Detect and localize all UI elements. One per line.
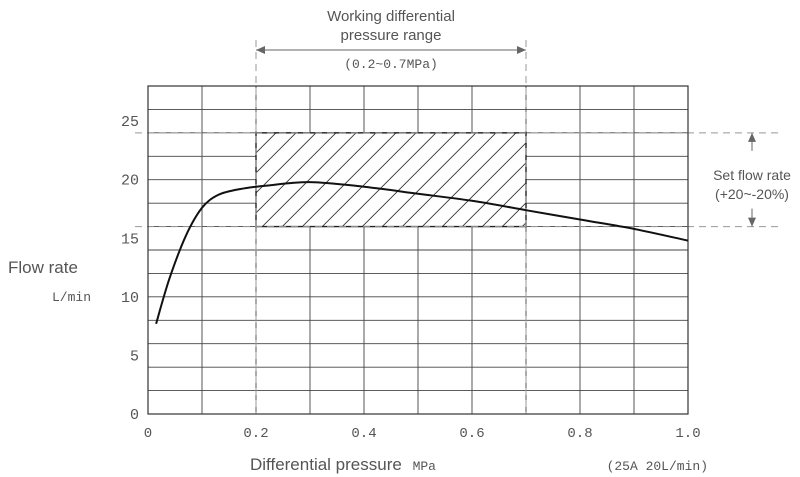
hatch-line [341, 132, 437, 227]
pressure-range-label-line1: Working differential [327, 8, 455, 25]
y-tick-label: 0 [130, 407, 139, 424]
x-tick-label: 0.8 [567, 426, 592, 442]
dashed-guides [135, 40, 778, 414]
hatch-line [256, 132, 277, 154]
x-tick-label: 0.2 [243, 426, 268, 442]
hatch-line [441, 142, 526, 227]
annotation-arrows [256, 46, 756, 227]
plot-frame [147, 85, 689, 415]
x-tick-label: 0.6 [459, 426, 484, 442]
y-tick-label: 20 [121, 173, 139, 190]
y-axis-unit: L/min [52, 290, 91, 305]
hatch-line [501, 202, 526, 227]
hatch-lines [256, 132, 526, 227]
y-tick-labels: 0 5 10 15 20 25 [121, 114, 139, 424]
hatch-line [256, 132, 297, 174]
hatch-line [281, 132, 377, 227]
hatch-line [256, 132, 317, 194]
pressure-range-label-line2: pressure range [341, 27, 442, 44]
model-note: (25A 20L/min) [607, 459, 708, 474]
hatch-line [381, 132, 477, 227]
flow-range-arrow-bottom [748, 217, 756, 227]
hatch-line [421, 132, 517, 227]
x-tick-label: 0.4 [351, 426, 376, 442]
hatch-line [261, 132, 357, 227]
x-tick-labels: 0 0.2 0.4 0.6 0.8 1.0 [144, 426, 701, 442]
hatch-line [481, 182, 526, 227]
flow-range-arrow-top [748, 132, 756, 142]
x-tick-label: 0 [144, 426, 152, 442]
hatched-region [255, 132, 527, 228]
y-tick-label: 25 [121, 114, 139, 131]
pressure-range-arrow-right [517, 46, 526, 54]
x-tick-label: 1.0 [675, 426, 700, 442]
y-tick-label: 10 [121, 290, 139, 307]
hatch-line [321, 132, 417, 227]
pressure-range-arrow-left [256, 46, 265, 54]
flow-rate-curve [155, 181, 689, 325]
hatch-line [361, 132, 457, 227]
flow-range-label-line1: Set flow rate [713, 167, 791, 183]
pressure-range-value: (0.2~0.7MPa) [344, 57, 438, 72]
hatch-line [401, 132, 497, 227]
hatch-line [256, 132, 337, 214]
x-axis-title: Differential pressure MPa [250, 455, 436, 474]
y-tick-label: 5 [130, 348, 139, 365]
hatch-line [461, 162, 526, 227]
flow-range-label-line2: (+20~-20%) [715, 186, 789, 202]
x-axis-unit: MPa [413, 459, 437, 474]
y-axis-title: Flow rate [8, 258, 78, 277]
hatch-line [301, 132, 397, 227]
y-tick-label: 15 [121, 231, 139, 248]
x-axis-title-text: Differential pressure [250, 455, 402, 474]
